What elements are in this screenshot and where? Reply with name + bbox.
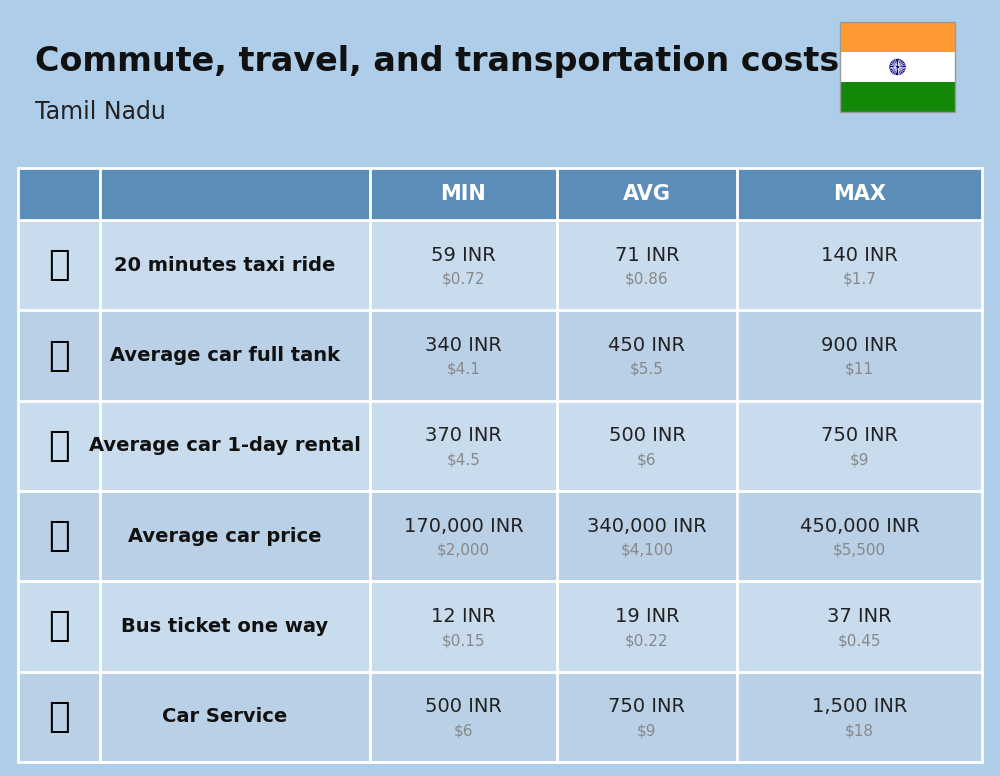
Text: Average car price: Average car price xyxy=(128,527,322,546)
Text: 🚕: 🚕 xyxy=(48,248,70,282)
Text: $4.5: $4.5 xyxy=(447,452,480,467)
Bar xyxy=(18,168,982,220)
Text: $9: $9 xyxy=(850,452,869,467)
Bar xyxy=(18,310,982,400)
Text: $9: $9 xyxy=(637,723,657,738)
Text: $5.5: $5.5 xyxy=(630,362,664,377)
Text: $4.1: $4.1 xyxy=(447,362,480,377)
Bar xyxy=(840,82,955,112)
Bar xyxy=(840,52,955,82)
Text: ⛽: ⛽ xyxy=(48,338,70,372)
Text: $0.15: $0.15 xyxy=(442,633,485,648)
Text: Average car full tank: Average car full tank xyxy=(110,346,340,365)
Bar xyxy=(840,22,955,112)
Text: $18: $18 xyxy=(845,723,874,738)
Text: Average car 1-day rental: Average car 1-day rental xyxy=(89,436,361,456)
Text: Car Service: Car Service xyxy=(162,708,288,726)
Text: $1.7: $1.7 xyxy=(843,272,876,286)
Text: MIN: MIN xyxy=(441,184,486,204)
Bar xyxy=(18,220,982,310)
Text: 20 minutes taxi ride: 20 minutes taxi ride xyxy=(114,255,336,275)
Text: 59 INR: 59 INR xyxy=(431,246,496,265)
Text: Tamil Nadu: Tamil Nadu xyxy=(35,100,166,124)
Text: $11: $11 xyxy=(845,362,874,377)
Text: $0.86: $0.86 xyxy=(625,272,669,286)
Text: $0.45: $0.45 xyxy=(838,633,881,648)
Text: Commute, travel, and transportation costs: Commute, travel, and transportation cost… xyxy=(35,45,839,78)
Text: 340 INR: 340 INR xyxy=(425,336,502,355)
Text: 450,000 INR: 450,000 INR xyxy=(800,517,919,535)
Text: $6: $6 xyxy=(637,452,657,467)
Text: 🚙: 🚙 xyxy=(48,429,70,462)
Bar xyxy=(18,491,982,581)
Text: $5,500: $5,500 xyxy=(833,542,886,558)
Text: 🔧: 🔧 xyxy=(48,700,70,734)
Text: 170,000 INR: 170,000 INR xyxy=(404,517,523,535)
Text: 370 INR: 370 INR xyxy=(425,426,502,445)
Text: 450 INR: 450 INR xyxy=(608,336,686,355)
Bar xyxy=(18,581,982,672)
Text: $0.22: $0.22 xyxy=(625,633,669,648)
Text: 140 INR: 140 INR xyxy=(821,246,898,265)
Bar xyxy=(18,168,982,762)
Text: 1,500 INR: 1,500 INR xyxy=(812,698,907,716)
Circle shape xyxy=(890,60,905,74)
Text: Bus ticket one way: Bus ticket one way xyxy=(121,617,329,636)
Text: $0.72: $0.72 xyxy=(442,272,485,286)
Text: 900 INR: 900 INR xyxy=(821,336,898,355)
Bar xyxy=(18,672,982,762)
Bar xyxy=(18,400,982,491)
Text: $4,100: $4,100 xyxy=(620,542,674,558)
Text: 71 INR: 71 INR xyxy=(615,246,679,265)
Text: 37 INR: 37 INR xyxy=(827,607,892,626)
Text: 500 INR: 500 INR xyxy=(425,698,502,716)
Text: 12 INR: 12 INR xyxy=(431,607,496,626)
Text: 750 INR: 750 INR xyxy=(821,426,898,445)
Text: 340,000 INR: 340,000 INR xyxy=(587,517,707,535)
Text: 500 INR: 500 INR xyxy=(609,426,685,445)
Text: 19 INR: 19 INR xyxy=(615,607,679,626)
Bar xyxy=(840,22,955,52)
Text: 750 INR: 750 INR xyxy=(608,698,686,716)
Text: $2,000: $2,000 xyxy=(437,542,490,558)
Text: 🚗: 🚗 xyxy=(48,519,70,553)
Text: AVG: AVG xyxy=(623,184,671,204)
Text: $6: $6 xyxy=(454,723,473,738)
Text: 🚌: 🚌 xyxy=(48,609,70,643)
Text: MAX: MAX xyxy=(833,184,886,204)
